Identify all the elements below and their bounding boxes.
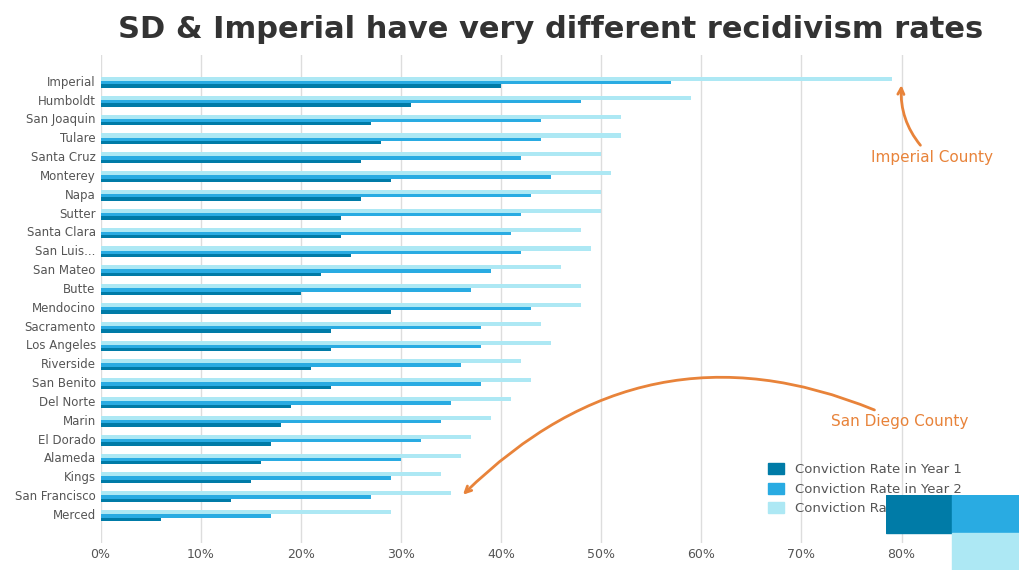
Bar [100,122,371,126]
Bar [100,381,481,386]
Bar [100,303,582,307]
Bar [100,287,471,291]
Bar [100,228,582,232]
Bar [100,479,251,483]
Bar [100,457,401,461]
Bar [100,115,622,119]
Bar [100,435,471,439]
Bar [100,498,230,502]
Bar [100,328,331,332]
Bar [100,510,391,514]
Bar [100,404,291,408]
Bar [100,80,672,85]
Bar [100,310,391,314]
Bar [100,134,622,138]
Bar [100,513,270,518]
Bar [100,156,521,160]
Bar [100,344,481,348]
Bar [100,159,360,163]
Bar [100,423,281,427]
Bar [100,99,582,103]
Bar [100,140,381,145]
Bar [100,253,351,257]
Bar [100,215,341,219]
Bar [100,306,531,310]
Bar [100,325,481,329]
Bar [100,212,521,216]
Legend: Conviction Rate in Year 1, Conviction Rate in Year 2, Conviction Rate in Year 3: Conviction Rate in Year 1, Conviction Ra… [762,456,968,522]
Bar [100,234,341,238]
Bar [100,359,521,363]
Bar [100,400,451,404]
Bar [952,495,1019,533]
Bar [100,495,371,499]
Bar [100,419,441,423]
Bar [100,284,582,288]
Bar [100,476,391,480]
Bar [100,291,301,295]
Bar [100,77,892,81]
Bar [100,209,601,213]
Bar [100,363,461,367]
Bar [100,517,161,521]
Bar [100,472,441,476]
Bar [100,247,591,251]
Bar [100,441,270,446]
Bar [100,196,360,201]
Bar [100,96,691,100]
Bar [100,265,561,270]
Bar [100,378,531,382]
Bar [100,340,551,344]
Bar [100,347,331,351]
Bar [100,491,451,495]
Bar [100,268,492,272]
Bar [100,137,541,141]
Bar [886,495,952,533]
Bar [100,103,411,107]
Text: Imperial County: Imperial County [871,88,993,165]
Bar [952,533,1019,570]
Bar [100,272,321,276]
Bar [100,231,511,235]
Bar [100,178,391,182]
Bar [100,385,331,389]
Bar [100,118,541,122]
Bar [100,397,511,401]
Bar [100,250,521,254]
Text: San Diego County: San Diego County [465,377,969,492]
Bar [100,438,421,442]
Bar [100,416,492,420]
Bar [100,84,501,88]
Bar [100,321,541,326]
Bar [100,194,531,198]
Bar [100,152,601,156]
Bar [100,190,601,194]
Bar [100,175,551,179]
Bar [100,460,261,464]
Bar [100,366,311,370]
Title: SD & Imperial have very different recidivism rates: SD & Imperial have very different recidi… [119,15,984,44]
Bar [100,453,461,458]
Bar [100,171,611,175]
